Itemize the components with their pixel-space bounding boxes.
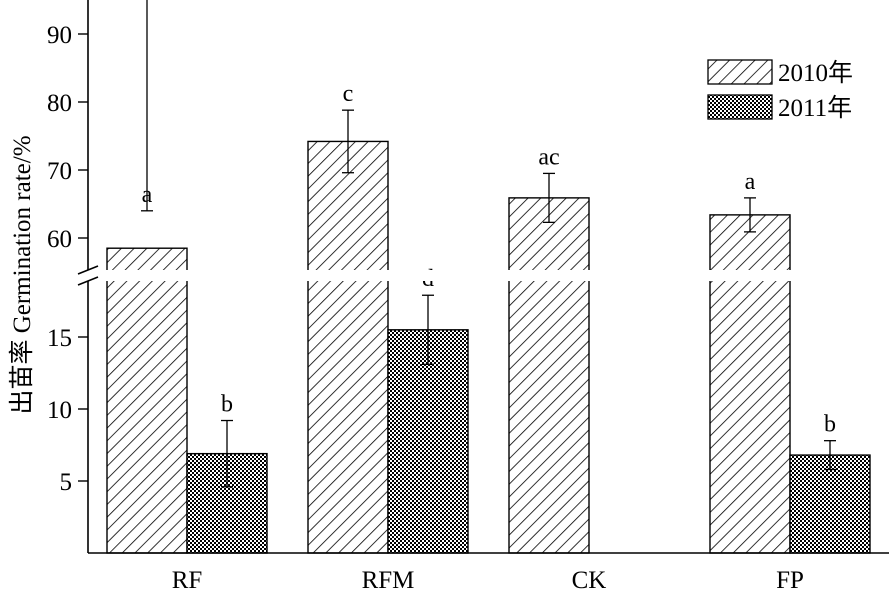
axis-break-mark — [77, 265, 99, 275]
significance-label: a — [745, 169, 756, 195]
significance-label: b — [221, 392, 233, 418]
legend-swatch — [707, 59, 773, 85]
legend-swatch — [707, 94, 773, 120]
significance-label: a — [142, 182, 153, 208]
y-tick-label: 15 — [47, 325, 72, 352]
y-axis-label: 出苗率 Germination rate/% — [8, 135, 36, 414]
significance-label: c — [343, 81, 354, 107]
significance-label: ac — [538, 144, 559, 170]
y-tick-label: 5 — [60, 469, 73, 496]
x-category-label: FP — [776, 567, 804, 590]
plot-area: acacabdb6070809051015RFRFMCKFP2010年2011年 — [47, 0, 889, 590]
bar — [106, 247, 188, 554]
bar — [307, 140, 389, 554]
axis-break-gap — [74, 270, 889, 281]
x-category-label: RF — [172, 567, 203, 590]
bar — [508, 197, 590, 554]
y-tick-label: 80 — [47, 90, 72, 117]
y-tick-label: 10 — [47, 397, 72, 424]
y-tick-label: 90 — [47, 22, 72, 49]
legend-label: 2010年 — [778, 59, 853, 87]
x-category-label: CK — [572, 567, 607, 590]
legend-label: 2011年 — [778, 94, 852, 122]
significance-label: b — [824, 412, 836, 438]
bar — [789, 454, 871, 554]
x-category-label: RFM — [362, 567, 415, 590]
axis-break-mark — [77, 276, 99, 286]
y-tick-label: 60 — [47, 226, 72, 253]
bar — [709, 214, 791, 554]
y-tick-label: 70 — [47, 158, 72, 185]
